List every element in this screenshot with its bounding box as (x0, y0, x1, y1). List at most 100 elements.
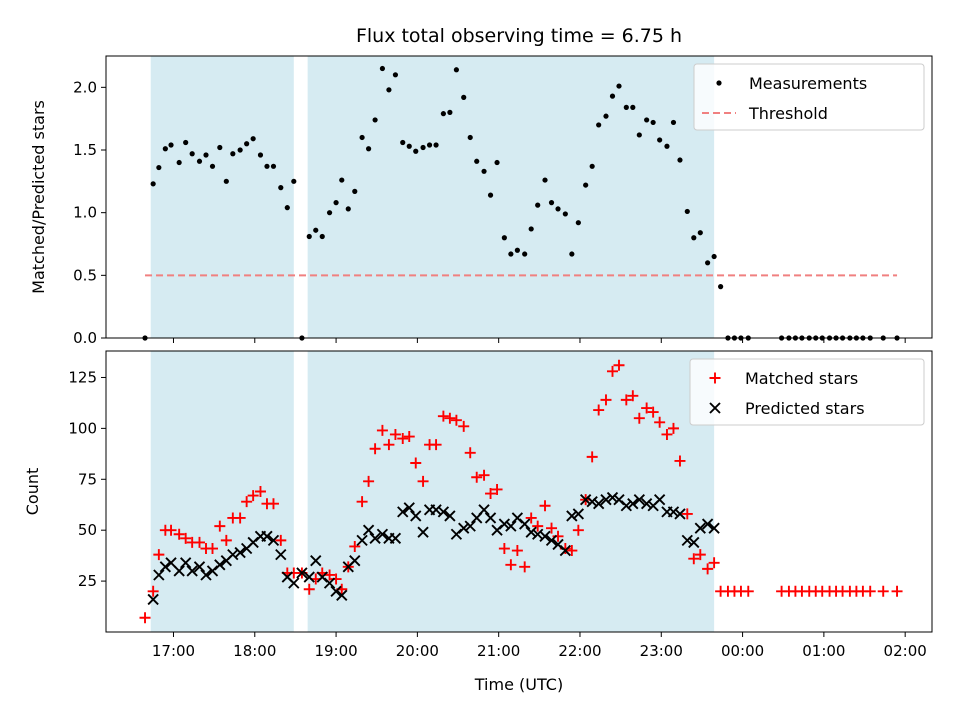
measurement-point (270, 163, 277, 169)
matched-stars-point (437, 410, 449, 422)
predicted-stars-point (227, 548, 239, 561)
predicted-stars-point (310, 555, 322, 567)
predicted-stars-point (397, 506, 409, 518)
measurement-point (609, 93, 616, 99)
matched-stars-point (566, 545, 578, 557)
measurement-point (447, 109, 453, 115)
measurement-point (313, 227, 319, 233)
matched-stars-point (247, 490, 259, 502)
measurement-point (657, 137, 663, 143)
matched-stars-point (877, 585, 889, 597)
x-tick-label: 02:00 (884, 642, 927, 660)
measurement-point (426, 142, 433, 148)
measurement-point (461, 94, 467, 100)
predicted-stars-point (323, 577, 336, 589)
measurement-point (406, 143, 412, 149)
top-observing-window-2 (307, 56, 715, 338)
measurement-point (596, 122, 602, 128)
matched-stars-point (485, 488, 497, 500)
matched-stars-point (546, 522, 558, 534)
legend-label: Matched stars (745, 369, 858, 388)
matched-stars-point (254, 486, 266, 497)
measurement-point (217, 144, 223, 151)
x-tick-label: 23:00 (640, 642, 683, 660)
matched-stars-point (376, 424, 388, 436)
predicted-stars-point (410, 510, 422, 522)
measurement-point (420, 144, 426, 151)
predicted-stars-point (505, 520, 517, 532)
predicted-stars-point (147, 593, 159, 606)
matched-stars-point (593, 404, 605, 416)
measurement-point (453, 67, 459, 73)
matched-stars-point (220, 534, 232, 546)
predicted-stars-point (559, 544, 572, 557)
matched-stars-point (532, 520, 544, 532)
measurement-point (433, 142, 439, 148)
bottom-y-tick-label: 100 (68, 419, 97, 437)
measurement-point (697, 230, 703, 236)
matched-stars-point (702, 563, 714, 575)
bottom-observing-window-1 (150, 351, 294, 632)
matched-stars-point (613, 359, 625, 371)
measurement-point (535, 202, 541, 208)
matched-stars-point (688, 553, 700, 565)
legend-label: Measurements (749, 74, 867, 93)
measurement-point (644, 117, 650, 123)
measurement-point (616, 83, 622, 89)
predicted-stars-point (688, 536, 700, 549)
bottom-panel-counts: 25 50 75 100 125 17:00 18:00 19:00 20:00 21:00 22:… (23, 350, 933, 660)
top-y-axis-title: Matched/Predicted stars (29, 100, 48, 294)
matched-stars-point (511, 545, 523, 557)
predicted-stars-point (708, 522, 720, 534)
matched-stars-point (586, 451, 598, 463)
bottom-axes-frame (105, 350, 933, 633)
measurement-point (257, 152, 264, 158)
bottom-observing-window-2 (307, 351, 715, 632)
matched-stars-point (464, 447, 476, 459)
matched-stars-point (471, 471, 483, 483)
bottom-series-2 (147, 491, 720, 606)
predicted-stars-point (261, 530, 273, 542)
matched-stars-point (139, 612, 151, 624)
measurement-point (575, 220, 581, 226)
predicted-stars-point (674, 508, 686, 520)
measurement-point (345, 206, 351, 212)
matched-stars-point (324, 569, 336, 581)
matched-stars-point (389, 428, 401, 440)
matched-stars-point (667, 422, 679, 434)
measurement-point (365, 146, 372, 152)
matched-stars-point (620, 394, 632, 406)
measurement-point (379, 65, 386, 72)
matched-stars-point (519, 561, 531, 573)
legend-box (693, 63, 925, 131)
matched-stars-point (444, 412, 456, 424)
measurement-point (250, 136, 256, 142)
matched-stars-point (417, 475, 429, 487)
predicted-stars-point (519, 518, 531, 530)
matched-stars-point (193, 536, 205, 548)
bottom-y-axis-title: Count (23, 468, 42, 516)
predicted-stars-point (193, 561, 206, 573)
matched-stars-point (153, 549, 165, 561)
matched-stars-point (491, 483, 503, 495)
predicted-stars-point (681, 534, 693, 547)
legend-label: Predicted stars (745, 399, 865, 418)
predicted-stars-point (627, 498, 639, 510)
measurement-point (244, 141, 250, 147)
measurement-point (278, 185, 284, 191)
matched-stars-point (207, 543, 219, 555)
predicted-stars-point (214, 559, 226, 571)
legend-label: Threshold (748, 104, 828, 123)
matched-stars-point (661, 428, 673, 440)
predicted-stars-point (532, 528, 544, 540)
measurement-point (333, 200, 339, 206)
measurement-point (481, 168, 487, 174)
predicted-stars-point (653, 493, 666, 506)
measurement-point (548, 200, 555, 206)
predicted-stars-point (701, 518, 714, 530)
measurement-point (474, 158, 480, 164)
predicted-stars-point (525, 526, 537, 538)
predicted-stars-point (389, 532, 402, 545)
predicted-stars-point (403, 502, 415, 514)
